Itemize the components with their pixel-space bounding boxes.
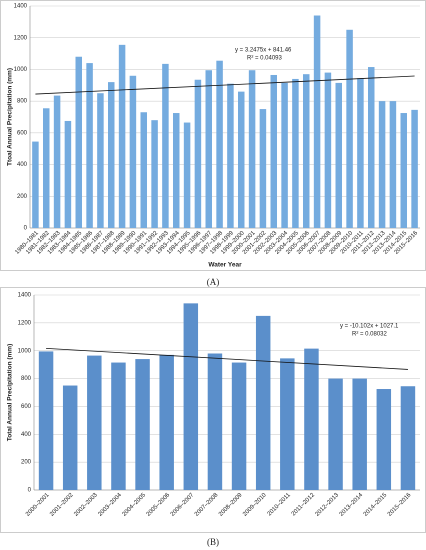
trendline-equation: y = 3.2475x + 841.46: [235, 48, 292, 54]
bar: [159, 354, 174, 490]
bar: [129, 75, 137, 229]
x-tick-label: 2005–2006: [146, 492, 172, 518]
x-tick-label: 2002–2003: [73, 492, 99, 518]
x-tick-label: 2014–2015: [363, 492, 389, 518]
bar: [389, 101, 397, 228]
bar: [328, 378, 343, 490]
panel-label: (B): [207, 537, 219, 547]
bar: [255, 315, 271, 490]
bar: [183, 303, 199, 490]
trendline: [35, 75, 415, 95]
trendline-equation: y = -10.102x + 1027.1: [340, 324, 399, 330]
trendline-r2: R² = 0.04093: [247, 56, 283, 62]
panel-label: (A): [207, 277, 220, 287]
bar: [281, 82, 288, 229]
bar: [32, 141, 39, 228]
y-tick-label: 1000: [14, 67, 28, 73]
bar: [368, 67, 375, 228]
x-tick-label: 2008–2009: [218, 492, 244, 518]
bar: [111, 362, 126, 490]
x-tick-label: 2011–2012: [291, 492, 317, 518]
bar: [38, 351, 54, 490]
bar: [118, 44, 126, 228]
bar: [194, 79, 202, 228]
bar: [53, 95, 61, 228]
bar: [75, 56, 82, 228]
bar: [303, 74, 310, 228]
x-tick-label: 2004–2005: [122, 492, 148, 518]
y-tick-label: 1200: [14, 35, 28, 41]
bar: [248, 70, 256, 228]
bar: [335, 82, 342, 229]
bar: [227, 83, 234, 228]
bar: [376, 389, 392, 490]
y-tick-label: 400: [21, 432, 32, 438]
bar: [216, 60, 223, 229]
y-axis-title: Total Annual Precipitation (mm): [7, 344, 14, 442]
bar: [62, 385, 78, 490]
bar: [400, 386, 416, 490]
bar: [411, 109, 418, 228]
bar: [259, 109, 267, 228]
x-tick-label: 2010–2011: [267, 492, 293, 518]
y-tick-label: 800: [17, 99, 28, 105]
bar: [162, 63, 169, 228]
bar: [231, 362, 247, 490]
x-tick-label: 2009–2010: [242, 492, 268, 518]
bar: [207, 353, 223, 490]
bar: [324, 72, 332, 228]
y-tick-label: 600: [17, 130, 28, 136]
y-tick-label: 1400: [18, 293, 32, 299]
bar: [205, 70, 212, 228]
bar: [43, 108, 50, 228]
x-tick-label: 2003–2004: [97, 492, 123, 518]
bar: [140, 112, 147, 228]
bar: [346, 29, 353, 228]
y-tick-label: 200: [17, 194, 28, 200]
bar: [304, 348, 319, 490]
x-tick-label: 2013–2014: [339, 492, 365, 518]
bar: [135, 359, 150, 490]
x-tick-label: 2006–2007: [170, 492, 196, 518]
bar: [400, 113, 407, 228]
bar: [64, 120, 72, 228]
y-tick-label: 400: [17, 162, 28, 168]
bar: [173, 113, 180, 228]
bar: [280, 358, 295, 490]
y-tick-label: 800: [21, 376, 32, 382]
bar: [270, 74, 277, 228]
trendline-r2: R² = 0.08032: [352, 332, 388, 338]
y-axis-title: Ttoal Annual Precipitation (mm): [7, 68, 14, 166]
trendline: [46, 347, 408, 370]
bar: [97, 93, 104, 228]
x-tick-label: 2000–2001: [25, 492, 51, 518]
y-tick-label: 1000: [18, 348, 32, 354]
y-tick-label: 1200: [18, 320, 32, 326]
x-tick-label: 2015–2016: [387, 492, 413, 518]
bar: [151, 120, 158, 228]
y-tick-label: 200: [21, 460, 32, 466]
x-tick-label: 2012–2013: [315, 492, 341, 518]
y-tick-label: 0: [24, 226, 28, 232]
y-tick-label: 1400: [14, 4, 28, 10]
y-tick-label: 0: [28, 488, 32, 494]
bar: [183, 122, 191, 228]
bar: [87, 355, 102, 490]
x-tick-label: 2007–2008: [194, 492, 220, 518]
bar: [357, 78, 364, 229]
bar: [313, 15, 321, 229]
y-tick-label: 600: [21, 404, 32, 410]
bar: [238, 91, 245, 228]
bar: [292, 78, 299, 228]
bar: [378, 101, 386, 228]
x-axis-title: Water Year: [208, 262, 242, 269]
bar: [86, 63, 93, 229]
bar: [352, 378, 367, 490]
bar: [108, 82, 115, 228]
x-tick-label: 2001–2002: [49, 492, 75, 518]
